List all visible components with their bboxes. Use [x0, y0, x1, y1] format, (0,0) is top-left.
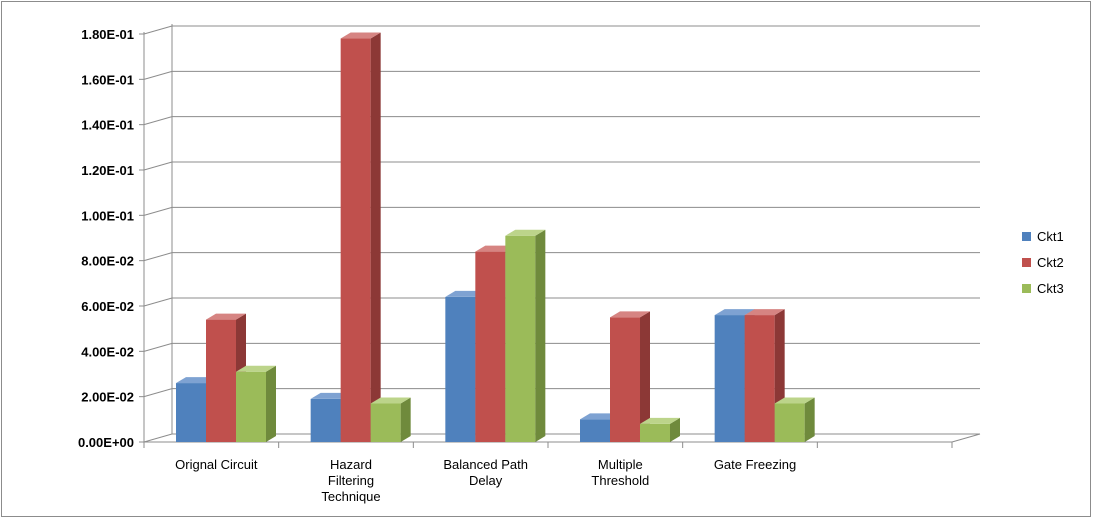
bar-top — [370, 397, 411, 404]
bar-ckt2 — [340, 32, 381, 443]
bar-top — [206, 313, 246, 320]
bar-front — [580, 419, 610, 442]
category-label: Balanced Path Delay — [443, 457, 528, 488]
bar-ckt3 — [640, 417, 680, 442]
category-label: Multiple Threshold — [591, 457, 649, 488]
side-gridline — [143, 342, 173, 352]
bar-front — [610, 317, 640, 442]
bar-front — [176, 383, 206, 442]
y-tick-label: 1.60E-01 — [81, 72, 134, 87]
bar-front — [445, 296, 476, 442]
axes — [139, 24, 981, 448]
y-tick-label: 6.00E-02 — [81, 299, 134, 314]
legend-swatch-ckt3 — [1022, 284, 1031, 293]
bar-side — [535, 229, 546, 442]
bar-front — [505, 235, 536, 442]
bar-side — [266, 365, 276, 442]
y-tick-label: 2.00E-02 — [81, 390, 134, 405]
y-tick-label: 0.00E+00 — [78, 435, 134, 450]
bar-ckt3 — [370, 397, 411, 442]
legend: Ckt1 Ckt2 Ckt3 — [1022, 229, 1064, 296]
bar-side — [670, 417, 680, 442]
bar-top — [340, 32, 381, 39]
bar-front — [714, 315, 745, 442]
category-label: Orignal Circuit — [175, 457, 258, 472]
side-gridline — [143, 433, 173, 443]
bar-top — [774, 397, 815, 404]
bar-top — [610, 311, 650, 318]
side-gridline — [143, 388, 173, 398]
bar-front — [640, 423, 670, 442]
y-tick-label: 1.80E-01 — [81, 27, 134, 42]
y-tick-label: 1.20E-01 — [81, 163, 134, 178]
legend-label-ckt1: Ckt1 — [1037, 229, 1064, 244]
legend-label-ckt2: Ckt2 — [1037, 255, 1064, 270]
floor-edge — [951, 433, 981, 443]
bar-top — [640, 417, 680, 424]
bars — [176, 32, 815, 443]
y-tick-label: 1.40E-01 — [81, 118, 134, 133]
tick-labels: 0.00E+00 2.00E-02 4.00E-02 6.00E-02 8.00E-02… — [78, 27, 796, 504]
bar-side — [370, 32, 381, 443]
bar-side — [804, 397, 815, 442]
y-tick-label: 4.00E-02 — [81, 344, 134, 359]
bar-front — [370, 403, 401, 442]
side-gridline — [143, 297, 173, 307]
bar-ckt3 — [774, 397, 815, 442]
bar-top — [236, 365, 276, 372]
side-gridline — [143, 161, 173, 171]
category-label: Gate Freezing — [714, 457, 796, 472]
bar-front — [774, 403, 805, 442]
bar-front — [236, 371, 266, 442]
bar-ckt3 — [505, 229, 546, 442]
side-gridline — [143, 206, 173, 216]
bar-front — [744, 315, 775, 442]
legend-label-ckt3: Ckt3 — [1037, 281, 1064, 296]
legend-swatch-ckt2 — [1022, 258, 1031, 267]
side-gridline — [143, 252, 173, 262]
bar-top — [505, 229, 546, 236]
bar-front — [206, 319, 236, 442]
bar-side — [400, 397, 411, 442]
bar-ckt2 — [610, 311, 650, 442]
legend-swatch-ckt1 — [1022, 232, 1031, 241]
gridlines — [143, 25, 980, 443]
side-gridline — [143, 116, 173, 126]
y-tick-label: 8.00E-02 — [81, 254, 134, 269]
bar-top — [744, 309, 785, 316]
side-gridline — [143, 25, 173, 35]
bar-front — [475, 251, 506, 442]
bar-top — [475, 245, 516, 252]
bar-ckt3 — [236, 365, 276, 442]
side-gridline — [143, 70, 173, 80]
bar-side — [640, 311, 650, 442]
category-label: Hazard Filtering Technique — [321, 457, 380, 504]
bar-top — [714, 309, 755, 316]
y-tick-label: 1.00E-01 — [81, 208, 134, 223]
bar-front — [310, 398, 341, 442]
bar-front — [340, 38, 371, 443]
